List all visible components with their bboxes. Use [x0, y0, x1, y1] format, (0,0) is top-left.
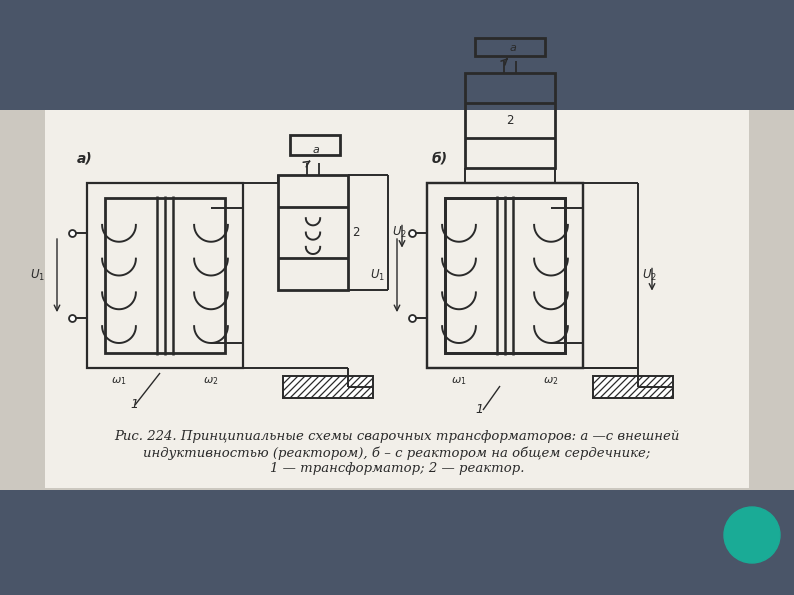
Text: a: a: [510, 43, 516, 53]
Text: а): а): [77, 152, 93, 166]
Text: 2: 2: [352, 226, 360, 239]
Bar: [0, 0, 794, 110]
Text: $\omega_2$: $\omega_2$: [203, 375, 218, 387]
Text: 1: 1: [475, 403, 483, 416]
Text: 1 — трансформатор; 2 — реактор.: 1 — трансформатор; 2 — реактор.: [270, 462, 524, 475]
Bar: [593, 376, 673, 398]
Text: $U_2$: $U_2$: [392, 225, 407, 240]
Bar: [0, 490, 794, 595]
Text: a: a: [313, 145, 319, 155]
Text: $\omega_1$: $\omega_1$: [451, 375, 467, 387]
Bar: [465, 73, 555, 168]
Bar: [427, 183, 583, 368]
Bar: [283, 376, 373, 398]
Text: $U_1$: $U_1$: [30, 268, 45, 283]
Text: 2: 2: [506, 114, 514, 127]
Text: $U_2$: $U_2$: [642, 268, 657, 283]
Bar: [475, 38, 545, 56]
Text: Рис. 224. Принципиальные схемы сварочных трансформаторов: а —с внешней: Рис. 224. Принципиальные схемы сварочных…: [114, 430, 680, 443]
Text: б): б): [432, 152, 448, 166]
Bar: [445, 198, 565, 353]
Text: индуктивностью (реактором), б – с реактором на общем сердечнике;: индуктивностью (реактором), б – с реакто…: [143, 446, 651, 459]
Bar: [87, 183, 243, 368]
Bar: [105, 198, 225, 353]
Bar: [278, 175, 348, 290]
Text: $\omega_2$: $\omega_2$: [543, 375, 559, 387]
Text: $U_1$: $U_1$: [370, 268, 385, 283]
Bar: [427, 183, 583, 368]
Bar: [445, 198, 565, 353]
Text: $\omega_1$: $\omega_1$: [111, 375, 127, 387]
Bar: [45, 110, 749, 488]
Text: 1: 1: [130, 398, 138, 411]
Bar: [290, 135, 340, 155]
Circle shape: [724, 507, 780, 563]
